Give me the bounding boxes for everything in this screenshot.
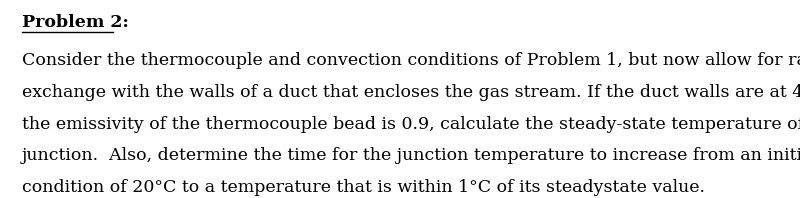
Text: the emissivity of the thermocouple bead is 0.9, calculate the steady-state tempe: the emissivity of the thermocouple bead … <box>22 116 800 133</box>
Text: exchange with the walls of a duct that encloses the gas stream. If the duct wall: exchange with the walls of a duct that e… <box>22 84 800 101</box>
Text: condition of 20°C to a temperature that is within 1°C of its steadystate value.: condition of 20°C to a temperature that … <box>22 179 705 196</box>
Text: Problem 2:: Problem 2: <box>22 14 129 31</box>
Text: Consider the thermocouple and convection conditions of Problem 1, but now allow : Consider the thermocouple and convection… <box>22 52 800 69</box>
Text: junction.  Also, determine the time for the junction temperature to increase fro: junction. Also, determine the time for t… <box>22 147 800 164</box>
